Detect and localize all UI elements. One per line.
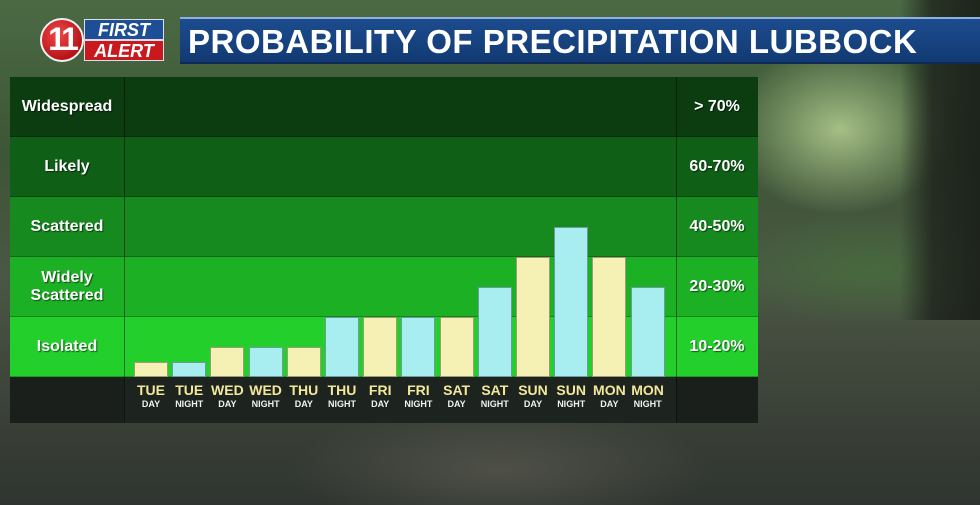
band-widespread: Widespread > 70% <box>10 77 758 137</box>
precipitation-chart: Widespread > 70% Likely 60-70% Scattered… <box>10 77 758 423</box>
bar-fri-day <box>363 317 398 377</box>
x-label-thu-night: THU NIGHT <box>323 382 361 410</box>
band-label-isolated: Isolated <box>36 338 98 355</box>
band-label-likely: Likely <box>44 158 90 175</box>
bar-tue-day <box>134 362 168 377</box>
bar-mon-day <box>592 257 627 377</box>
x-label-sat-day: SAT DAY <box>438 382 476 410</box>
x-label-day: TUE <box>175 382 204 398</box>
x-axis-cap-right <box>676 377 758 423</box>
logo-line-first: FIRST <box>84 19 164 40</box>
x-axis-cap-left <box>10 377 124 423</box>
bar-thu-day <box>286 347 321 377</box>
x-label-day: SAT <box>481 382 509 398</box>
left-divider <box>124 77 125 423</box>
bar-tue-night <box>172 362 207 377</box>
x-label-sat-night: SAT NIGHT <box>476 382 514 410</box>
x-label-period: NIGHT <box>480 399 509 409</box>
x-label-period: NIGHT <box>557 399 586 409</box>
x-label-day: SUN <box>556 382 586 398</box>
x-label-fri-day: FRI DAY <box>361 382 399 410</box>
x-label-day: MON <box>631 382 664 398</box>
x-label-period: NIGHT <box>404 399 433 409</box>
x-label-sun-night: SUN NIGHT <box>552 382 590 410</box>
x-label-period: DAY <box>218 399 237 409</box>
bar-sat-night <box>477 287 512 377</box>
x-label-tue-night: TUE NIGHT <box>170 382 208 410</box>
band-range-isolated: 10-20% <box>689 338 745 355</box>
x-label-mon-day: MON DAY <box>590 382 628 410</box>
bar-thu-night <box>325 317 359 377</box>
logo-number: 11 <box>48 21 79 57</box>
x-label-wed-night: WED NIGHT <box>247 382 285 410</box>
bar-sat-day <box>439 317 474 377</box>
x-label-day: WED <box>211 382 244 398</box>
x-label-period: DAY <box>141 399 161 409</box>
band-label-widely-scattered: Widely Scattered <box>30 269 104 304</box>
x-label-period: DAY <box>523 399 543 409</box>
x-label-day: FRI <box>407 382 430 398</box>
x-label-period: NIGHT <box>633 399 662 409</box>
x-label-day: WED <box>249 382 282 398</box>
logo-line-alert: ALERT <box>84 40 164 61</box>
x-label-day: MON <box>593 382 626 398</box>
page-title: PROBABILITY OF PRECIPITATION LUBBOCK <box>188 23 918 60</box>
x-label-thu-day: THU DAY <box>285 382 323 410</box>
x-label-fri-night: FRI NIGHT <box>399 382 437 410</box>
x-label-period: DAY <box>447 399 466 409</box>
x-label-period: DAY <box>294 399 313 409</box>
band-label-scattered: Scattered <box>30 218 104 235</box>
bar-mon-night <box>630 287 665 377</box>
bar-fri-night <box>401 317 436 377</box>
bar-wed-day <box>210 347 245 377</box>
x-label-sun-day: SUN DAY <box>514 382 552 410</box>
x-label-period: DAY <box>600 399 619 409</box>
right-divider <box>676 77 677 423</box>
band-range-widespread: > 70% <box>694 98 740 115</box>
x-label-mon-night: MON NIGHT <box>629 382 667 410</box>
x-label-day: TUE <box>137 382 165 398</box>
bar-sun-night <box>554 227 589 377</box>
bar-wed-night <box>248 347 283 377</box>
x-label-period: DAY <box>371 399 390 409</box>
band-label-widespread: Widespread <box>21 98 113 115</box>
x-label-day: SUN <box>518 382 548 398</box>
x-label-wed-day: WED DAY <box>208 382 246 410</box>
band-range-scattered: 40-50% <box>689 218 745 235</box>
title-bar: PROBABILITY OF PRECIPITATION LUBBOCK <box>180 17 980 64</box>
band-likely: Likely 60-70% <box>10 137 758 197</box>
logo-circle <box>40 18 84 62</box>
first-alert-logo: 11 FIRST ALERT <box>40 17 164 63</box>
x-label-period: NIGHT <box>251 399 280 409</box>
band-scattered: Scattered 40-50% <box>10 197 758 257</box>
x-label-day: FRI <box>368 382 392 398</box>
x-label-day: THU <box>327 382 357 398</box>
bar-sun-day <box>516 257 550 377</box>
x-label-tue-day: TUE DAY <box>132 382 170 410</box>
x-label-period: NIGHT <box>175 399 204 409</box>
x-axis-strip <box>10 377 758 423</box>
x-label-period: NIGHT <box>328 399 356 409</box>
x-label-day: THU <box>289 382 319 398</box>
band-range-widely-scattered: 20-30% <box>689 278 745 295</box>
band-range-likely: 60-70% <box>689 158 745 175</box>
x-label-day: SAT <box>443 382 471 398</box>
